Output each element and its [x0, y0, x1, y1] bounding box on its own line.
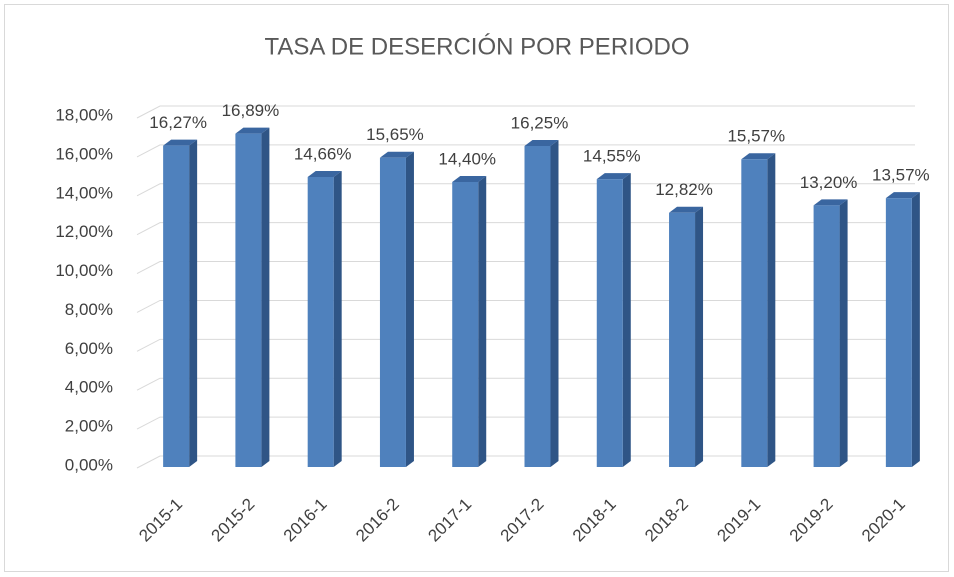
bar-front — [596, 179, 623, 468]
y-tick-label: 18,00% — [55, 105, 113, 124]
y-tick-label: 12,00% — [55, 222, 113, 241]
y-tick-label: 16,00% — [55, 144, 113, 163]
bar-side — [333, 170, 342, 467]
bar-front — [235, 133, 262, 468]
bar — [669, 206, 704, 467]
bar-front — [524, 146, 551, 467]
data-label: 13,20% — [800, 173, 858, 192]
bar-side — [405, 151, 414, 467]
bar-front — [163, 145, 190, 467]
grid-line — [136, 338, 915, 352]
data-label: 16,25% — [511, 114, 569, 133]
bar-top — [235, 127, 270, 134]
bar — [813, 199, 848, 468]
bar — [307, 170, 342, 467]
bar-front — [669, 212, 696, 467]
data-label: 14,66% — [294, 144, 352, 163]
bar — [524, 140, 559, 467]
bar-top — [307, 170, 342, 177]
bar — [596, 173, 631, 468]
bar-top — [741, 153, 776, 160]
data-label: 15,65% — [366, 125, 424, 144]
grid-line — [136, 261, 915, 274]
bar-top — [163, 139, 198, 146]
bar-top — [452, 176, 487, 182]
y-tick-label: 8,00% — [65, 300, 113, 319]
data-label: 16,27% — [149, 113, 207, 132]
grid-line — [136, 183, 915, 197]
bar — [885, 192, 920, 467]
y-tick-label: 6,00% — [65, 339, 113, 358]
bar-top — [813, 199, 848, 206]
chart-title: TASA DE DESERCIÓN POR PERIODO — [265, 33, 690, 60]
data-label: 14,40% — [438, 149, 496, 168]
y-tick-label: 10,00% — [55, 261, 113, 280]
y-tick-label: 2,00% — [65, 417, 113, 436]
y-tick-label: 0,00% — [65, 455, 113, 474]
bar-side — [839, 199, 848, 468]
bar-front — [307, 176, 334, 467]
y-tick-label: 4,00% — [65, 378, 113, 397]
bar-top — [379, 151, 414, 158]
data-label: 12,82% — [655, 180, 713, 199]
grid-line — [136, 416, 915, 430]
data-label: 16,89% — [222, 101, 280, 120]
grid-line — [136, 455, 915, 469]
data-label: 13,57% — [872, 166, 930, 185]
grid-line — [136, 222, 915, 236]
bar-top — [596, 173, 631, 180]
bar-side — [622, 173, 631, 468]
grid-line — [136, 299, 915, 313]
bar-side — [695, 206, 704, 467]
bar-side — [550, 140, 559, 467]
data-label: 14,55% — [583, 147, 641, 166]
bar-front — [379, 157, 406, 467]
bar-side — [911, 192, 920, 467]
bar-top — [524, 140, 559, 147]
bar — [235, 127, 270, 468]
y-tick-label: 14,00% — [55, 183, 113, 202]
bar-side — [767, 153, 776, 467]
bar-side — [478, 176, 487, 467]
bar-front — [741, 159, 768, 467]
bar — [163, 139, 198, 467]
bar-top — [669, 206, 704, 213]
grid-line — [136, 377, 915, 391]
bar-front — [885, 198, 912, 467]
grid-line — [136, 105, 915, 119]
bar-top — [885, 192, 920, 199]
bar-side — [189, 139, 198, 467]
bar-front — [813, 205, 840, 468]
grid-line — [136, 144, 915, 158]
bar — [452, 176, 487, 467]
bar — [379, 151, 414, 467]
bar-front — [452, 182, 479, 467]
data-label: 15,57% — [727, 127, 785, 146]
bar — [741, 153, 776, 467]
bar-side — [261, 127, 270, 467]
